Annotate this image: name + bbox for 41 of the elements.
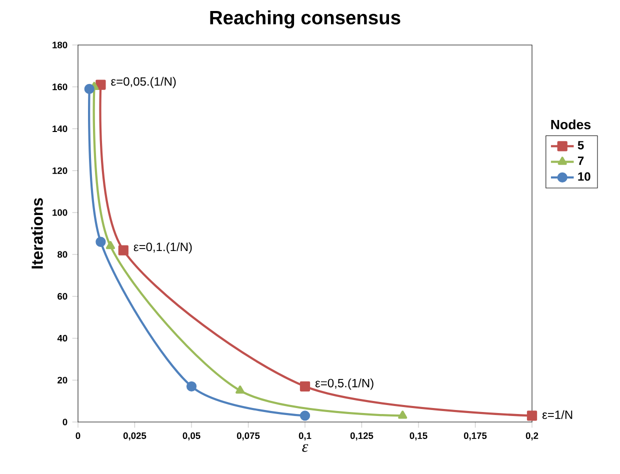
point xyxy=(118,245,128,256)
point xyxy=(398,410,408,419)
legend-label: 10 xyxy=(578,172,590,181)
legend-label: 7 xyxy=(578,156,584,165)
point xyxy=(106,240,115,250)
annotation: ε=1/N xyxy=(542,410,572,420)
point xyxy=(186,381,197,392)
y-tick-label: 40 xyxy=(57,334,68,342)
chart-title: Reaching consensus xyxy=(210,10,400,28)
x-tick-label: 0,15 xyxy=(410,432,428,440)
y-tick-label: 20 xyxy=(58,376,68,384)
point xyxy=(96,236,106,247)
point xyxy=(300,381,310,392)
x-tick-label: 0,125 xyxy=(350,432,374,440)
y-axis-title: Iterations xyxy=(31,198,43,268)
y-tick-label: 120 xyxy=(52,167,68,174)
x-tick-label: 0 xyxy=(76,432,80,440)
point xyxy=(300,410,310,421)
legend-title: Nodes xyxy=(551,119,591,130)
y-tick-label: 80 xyxy=(58,251,68,258)
legend-label: 5 xyxy=(578,141,584,150)
annotation: ε=0,05.(1/N) xyxy=(111,76,176,88)
point xyxy=(96,80,106,90)
x-tick-label: 0,05 xyxy=(182,432,200,440)
point xyxy=(84,84,94,94)
y-tick-label: 180 xyxy=(52,42,68,48)
x-tick-label: 0,075 xyxy=(236,432,260,440)
y-tick-label: 0 xyxy=(62,418,68,426)
x-tick-label: 0,2 xyxy=(526,432,538,440)
y-tick-label: 140 xyxy=(52,125,68,132)
x-tick-label: 0,175 xyxy=(464,432,487,440)
annotation: ε=0,5.(1/N) xyxy=(315,378,374,390)
y-tick-label: 60 xyxy=(58,293,68,300)
x-tick-label: 0,025 xyxy=(123,432,146,440)
y-tick-label: 160 xyxy=(52,84,68,90)
point xyxy=(526,410,538,421)
annotation: ε=0,1.(1/N) xyxy=(134,242,192,254)
y-tick-label: 100 xyxy=(52,209,68,216)
x-axis-title: ε xyxy=(302,444,308,452)
point xyxy=(236,386,245,394)
x-tick-label: 0,1 xyxy=(298,432,312,440)
